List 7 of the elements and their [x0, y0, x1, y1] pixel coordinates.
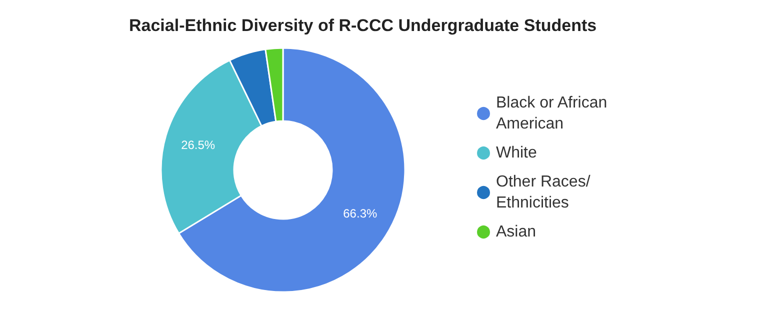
- chart-title: Racial-Ethnic Diversity of R-CCC Undergraduate Students: [129, 16, 597, 35]
- legend-label: Black or African American: [496, 94, 612, 132]
- data-label: 66.3%: [343, 206, 378, 220]
- legend-label: White: [496, 144, 537, 162]
- legend-label: Other Races/ Ethnicities: [496, 174, 595, 212]
- legend-label: Asian: [496, 224, 536, 240]
- data-label: 26.5%: [181, 138, 216, 152]
